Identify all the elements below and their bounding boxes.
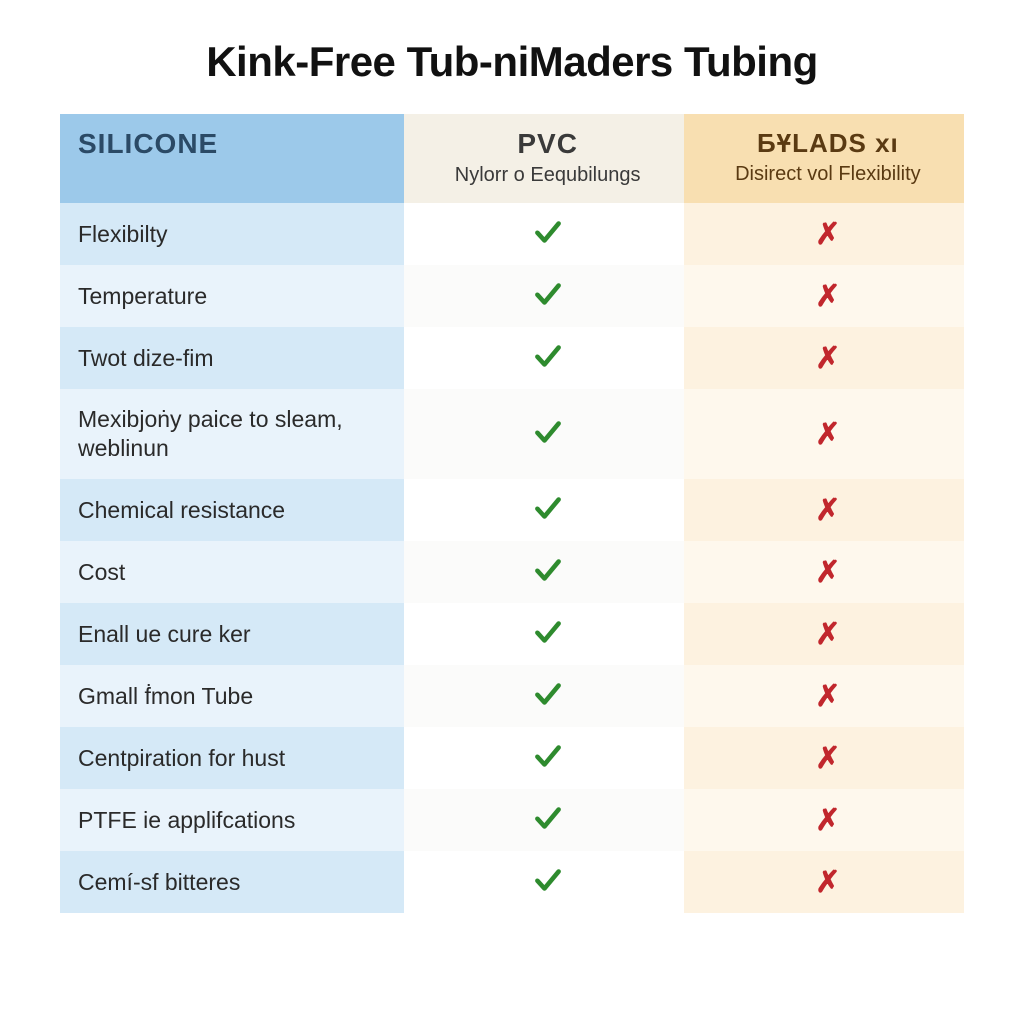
cross-icon: ✗ — [684, 727, 964, 789]
row-label: Flexibilty — [60, 203, 404, 265]
cross-icon: ✗ — [684, 265, 964, 327]
check-icon — [404, 851, 684, 913]
column-title: PVC — [422, 128, 674, 160]
cross-icon: ✗ — [684, 203, 964, 265]
table-header-row: SILICONE PVC Nylorr o Eequbilungs БҰLADS xı… — [60, 114, 964, 203]
row-label: Temperature — [60, 265, 404, 327]
table-row: Mexibjoṅy paice to sleam, weblinun ✗ — [60, 389, 964, 479]
table-row: Twot dize-fim ✗ — [60, 327, 964, 389]
cross-icon: ✗ — [684, 789, 964, 851]
check-icon — [404, 479, 684, 541]
check-icon — [404, 541, 684, 603]
table-row: Gmall ḟmon Tube ✗ — [60, 665, 964, 727]
column-header-0: SILICONE — [60, 114, 404, 203]
check-icon — [404, 265, 684, 327]
page-title: Kink-Free Tub-niMaders Tubing — [60, 38, 964, 86]
check-icon — [404, 603, 684, 665]
column-header-2: БҰLADS xı Disirect vol Flexibility — [684, 114, 964, 203]
table-row: Flexibilty ✗ — [60, 203, 964, 265]
column-title: SILICONE — [78, 128, 394, 160]
check-icon — [404, 727, 684, 789]
row-label: Gmall ḟmon Tube — [60, 665, 404, 727]
check-icon — [404, 389, 684, 479]
table-row: PTFE ie applifcations ✗ — [60, 789, 964, 851]
row-label: Cost — [60, 541, 404, 603]
check-icon — [404, 203, 684, 265]
cross-icon: ✗ — [684, 851, 964, 913]
cross-icon: ✗ — [684, 479, 964, 541]
table-row: Enall ue cure ker ✗ — [60, 603, 964, 665]
row-label: Chemical resistance — [60, 479, 404, 541]
column-subtitle: Disirect vol Flexibility — [702, 163, 954, 186]
table-row: Cost ✗ — [60, 541, 964, 603]
row-label: Enall ue cure ker — [60, 603, 404, 665]
row-label: Centpiration for hust — [60, 727, 404, 789]
table-row: Temperature ✗ — [60, 265, 964, 327]
check-icon — [404, 665, 684, 727]
row-label: Mexibjoṅy paice to sleam, weblinun — [60, 389, 404, 479]
cross-icon: ✗ — [684, 603, 964, 665]
row-label: Twot dize-fim — [60, 327, 404, 389]
column-subtitle: Nylorr o Eequbilungs — [422, 164, 674, 187]
cross-icon: ✗ — [684, 665, 964, 727]
column-title: БҰLADS xı — [702, 128, 954, 159]
cross-icon: ✗ — [684, 389, 964, 479]
row-label: Cemí-sf bitteres — [60, 851, 404, 913]
cross-icon: ✗ — [684, 541, 964, 603]
table-row: Chemical resistance ✗ — [60, 479, 964, 541]
check-icon — [404, 327, 684, 389]
table-row: Centpiration for hust ✗ — [60, 727, 964, 789]
check-icon — [404, 789, 684, 851]
cross-icon: ✗ — [684, 327, 964, 389]
comparison-table: SILICONE PVC Nylorr o Eequbilungs БҰLADS xı… — [60, 114, 964, 913]
table-row: Cemí-sf bitteres ✗ — [60, 851, 964, 913]
row-label: PTFE ie applifcations — [60, 789, 404, 851]
column-header-1: PVC Nylorr o Eequbilungs — [404, 114, 684, 203]
